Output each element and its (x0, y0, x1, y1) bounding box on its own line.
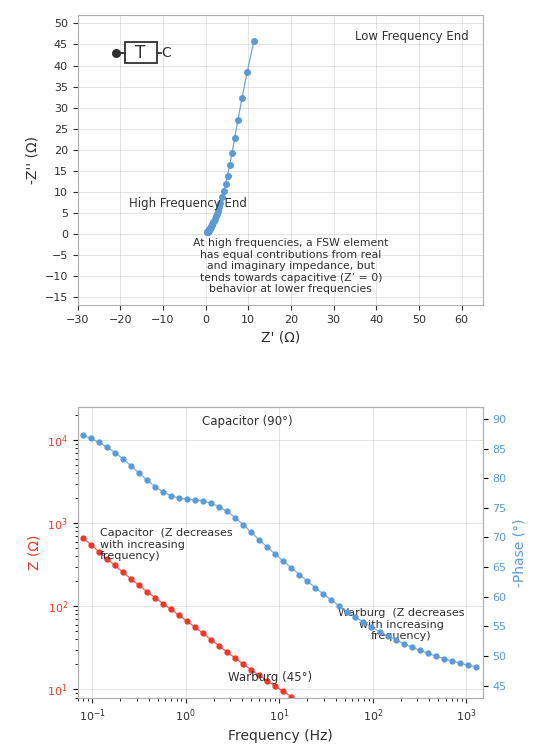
FancyBboxPatch shape (125, 42, 157, 64)
Text: C: C (162, 46, 171, 60)
X-axis label: Z' (Ω): Z' (Ω) (261, 331, 300, 345)
Text: At high frequencies, a FSW element
has equal contributions from real
and imagina: At high frequencies, a FSW element has e… (193, 238, 388, 295)
Text: Warburg (45°): Warburg (45°) (228, 671, 312, 685)
X-axis label: Frequency (Hz): Frequency (Hz) (228, 730, 332, 743)
Y-axis label: -Phase (°): -Phase (°) (512, 518, 526, 586)
Text: T: T (135, 44, 146, 62)
Y-axis label: Z (Ω): Z (Ω) (28, 535, 42, 570)
Text: Capacitor  (Z decreases
with increasing
frequency): Capacitor (Z decreases with increasing f… (99, 528, 232, 562)
Text: Warburg  (Z decreases
with increasing
frequency): Warburg (Z decreases with increasing fre… (338, 608, 464, 641)
Text: Capacitor (90°): Capacitor (90°) (202, 416, 293, 428)
Text: Low Frequency End: Low Frequency End (355, 30, 468, 43)
Text: High Frequency End: High Frequency End (129, 196, 247, 209)
Y-axis label: -Z'' (Ω): -Z'' (Ω) (25, 136, 39, 184)
